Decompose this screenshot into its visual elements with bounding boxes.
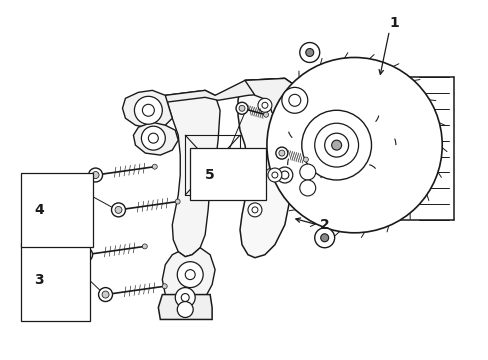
Polygon shape (238, 78, 299, 258)
Circle shape (148, 133, 158, 143)
Circle shape (299, 42, 319, 62)
Circle shape (177, 262, 203, 288)
Circle shape (278, 150, 285, 156)
Circle shape (275, 147, 287, 159)
Circle shape (276, 167, 292, 183)
Text: 1: 1 (389, 15, 399, 30)
Circle shape (314, 228, 334, 248)
Circle shape (99, 288, 112, 302)
Circle shape (82, 251, 89, 258)
Circle shape (239, 105, 244, 111)
Circle shape (111, 203, 125, 217)
Circle shape (280, 171, 288, 179)
Text: 2: 2 (319, 218, 329, 232)
Circle shape (115, 206, 122, 213)
Circle shape (142, 244, 147, 249)
Polygon shape (158, 294, 212, 319)
FancyBboxPatch shape (190, 148, 265, 200)
Circle shape (181, 293, 189, 302)
Circle shape (152, 164, 157, 169)
Circle shape (314, 123, 358, 167)
Polygon shape (244, 78, 321, 125)
Polygon shape (133, 122, 178, 155)
Circle shape (247, 203, 262, 217)
Circle shape (324, 133, 348, 157)
Polygon shape (165, 78, 294, 102)
Circle shape (320, 234, 328, 242)
FancyBboxPatch shape (21, 243, 89, 321)
Circle shape (305, 49, 313, 57)
Circle shape (303, 157, 308, 162)
Circle shape (79, 248, 92, 262)
Circle shape (299, 180, 315, 196)
Circle shape (267, 168, 281, 182)
Polygon shape (122, 90, 172, 128)
Circle shape (236, 102, 247, 114)
Circle shape (175, 288, 195, 307)
Circle shape (134, 96, 162, 124)
Text: 5: 5 (205, 168, 215, 182)
Polygon shape (165, 90, 220, 257)
Circle shape (142, 104, 154, 116)
Circle shape (88, 168, 102, 182)
Polygon shape (162, 248, 215, 307)
Circle shape (281, 87, 307, 113)
Circle shape (271, 172, 277, 178)
Text: 3: 3 (34, 273, 43, 287)
Circle shape (331, 140, 341, 150)
Circle shape (177, 302, 193, 318)
Text: 4: 4 (34, 203, 43, 217)
FancyBboxPatch shape (21, 173, 92, 247)
Circle shape (299, 164, 315, 180)
Circle shape (162, 284, 167, 289)
Polygon shape (294, 155, 319, 205)
Circle shape (258, 98, 271, 112)
Circle shape (185, 270, 195, 280)
Circle shape (251, 207, 258, 213)
Circle shape (141, 126, 165, 150)
Circle shape (102, 291, 109, 298)
Circle shape (175, 199, 180, 204)
Circle shape (92, 171, 99, 179)
Circle shape (263, 112, 268, 117)
Circle shape (266, 58, 441, 233)
Circle shape (262, 102, 267, 108)
Circle shape (301, 110, 371, 180)
Circle shape (288, 94, 300, 106)
